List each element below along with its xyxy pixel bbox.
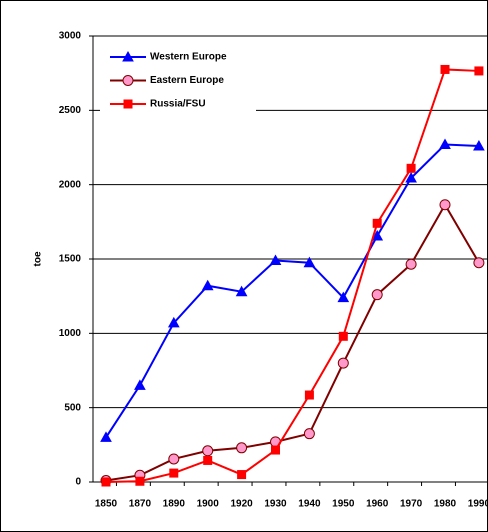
y-axis-label: toe xyxy=(33,251,44,266)
marker xyxy=(100,431,112,442)
x-tick-label: 1970 xyxy=(400,499,423,510)
x-tick-label: 1940 xyxy=(298,499,321,510)
y-tick-label: 500 xyxy=(64,402,81,413)
marker xyxy=(473,257,485,269)
x-tick-label: 1950 xyxy=(332,499,355,510)
marker xyxy=(304,390,314,400)
marker xyxy=(371,289,383,301)
marker xyxy=(439,199,451,211)
legend-label: Eastern Europe xyxy=(150,75,224,86)
x-tick-label: 1960 xyxy=(366,499,389,510)
x-tick-label: 1850 xyxy=(95,499,118,510)
marker xyxy=(167,316,180,328)
marker xyxy=(269,254,282,265)
y-tick-label: 2000 xyxy=(59,179,82,190)
marker xyxy=(203,455,213,465)
legend-label: Russia/FSU xyxy=(150,99,206,110)
y-tick-label: 0 xyxy=(75,477,81,488)
marker xyxy=(372,218,382,228)
marker xyxy=(168,453,180,465)
x-tick-label: 1930 xyxy=(264,499,287,510)
x-tick-label: 1900 xyxy=(197,499,220,510)
marker xyxy=(135,476,145,486)
marker xyxy=(169,468,179,478)
marker xyxy=(474,66,484,76)
marker xyxy=(440,64,450,74)
marker xyxy=(202,445,214,457)
x-tick-label: 1890 xyxy=(163,499,186,510)
marker xyxy=(405,258,417,270)
marker xyxy=(271,445,280,455)
marker xyxy=(134,379,146,390)
marker xyxy=(405,171,417,183)
marker xyxy=(406,163,416,173)
series-line xyxy=(105,202,480,482)
marker xyxy=(303,428,315,440)
marker xyxy=(235,285,248,297)
y-tick-label: 3000 xyxy=(59,31,82,42)
marker xyxy=(337,357,349,369)
marker xyxy=(123,99,133,109)
marker xyxy=(337,291,350,303)
marker xyxy=(201,279,214,291)
marker xyxy=(122,75,134,86)
series-line xyxy=(105,143,479,438)
marker xyxy=(338,331,348,341)
marker xyxy=(303,256,316,268)
y-tick-label: 2500 xyxy=(59,105,82,116)
x-tick-label: 1870 xyxy=(129,499,152,510)
x-tick-label: 1990 xyxy=(468,499,488,510)
series-line xyxy=(105,68,479,483)
legend-label: Western Europe xyxy=(150,52,227,63)
marker xyxy=(122,50,134,62)
marker xyxy=(473,139,485,151)
y-tick-label: 1500 xyxy=(59,254,82,265)
x-tick-label: 1920 xyxy=(230,499,253,510)
marker xyxy=(371,229,384,241)
y-tick-label: 1000 xyxy=(59,328,82,339)
x-tick-label: 1980 xyxy=(434,499,457,510)
marker xyxy=(237,470,247,480)
marker xyxy=(439,138,451,150)
marker xyxy=(101,477,111,487)
marker xyxy=(236,442,248,454)
